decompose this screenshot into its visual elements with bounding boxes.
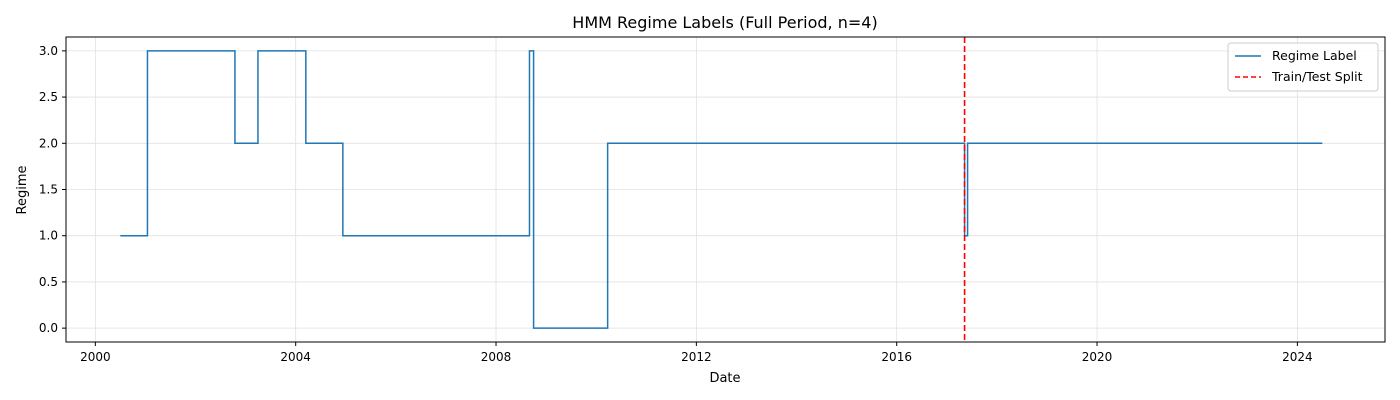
x-tick-label: 2024 [1282,350,1313,364]
x-tick-label: 2020 [1082,350,1113,364]
y-tick-label: 2.0 [39,136,58,150]
x-tick-label: 2008 [481,350,512,364]
x-axis: 2000 2004 2008 2012 2016 2020 2024 [80,342,1313,364]
legend: Regime Label Train/Test Split [1227,42,1379,92]
x-tick-label: 2016 [881,350,912,364]
grid [66,37,1385,342]
legend-label-regime-label: Regime Label [1272,48,1357,63]
legend-label-train-test-split: Train/Test Split [1271,69,1363,84]
x-tick-label: 2012 [681,350,712,364]
x-tick-label: 2000 [80,350,111,364]
chart-title: HMM Regime Labels (Full Period, n=4) [572,13,877,32]
y-tick-label: 0.5 [39,275,58,289]
y-axis: 0.0 0.5 1.0 1.5 2.0 2.5 3.0 [39,44,66,335]
y-tick-label: 3.0 [39,44,58,58]
plot-series [120,37,1323,342]
y-tick-label: 0.0 [39,321,58,335]
x-tick-label: 2004 [280,350,311,364]
legend-box [1227,42,1379,92]
y-tick-label: 1.0 [39,229,58,243]
y-axis-label: Regime [15,166,30,215]
y-tick-label: 2.5 [39,90,58,104]
y-tick-label: 1.5 [39,183,58,197]
x-axis-label: Date [709,371,740,386]
regime-label-line [120,50,1323,329]
